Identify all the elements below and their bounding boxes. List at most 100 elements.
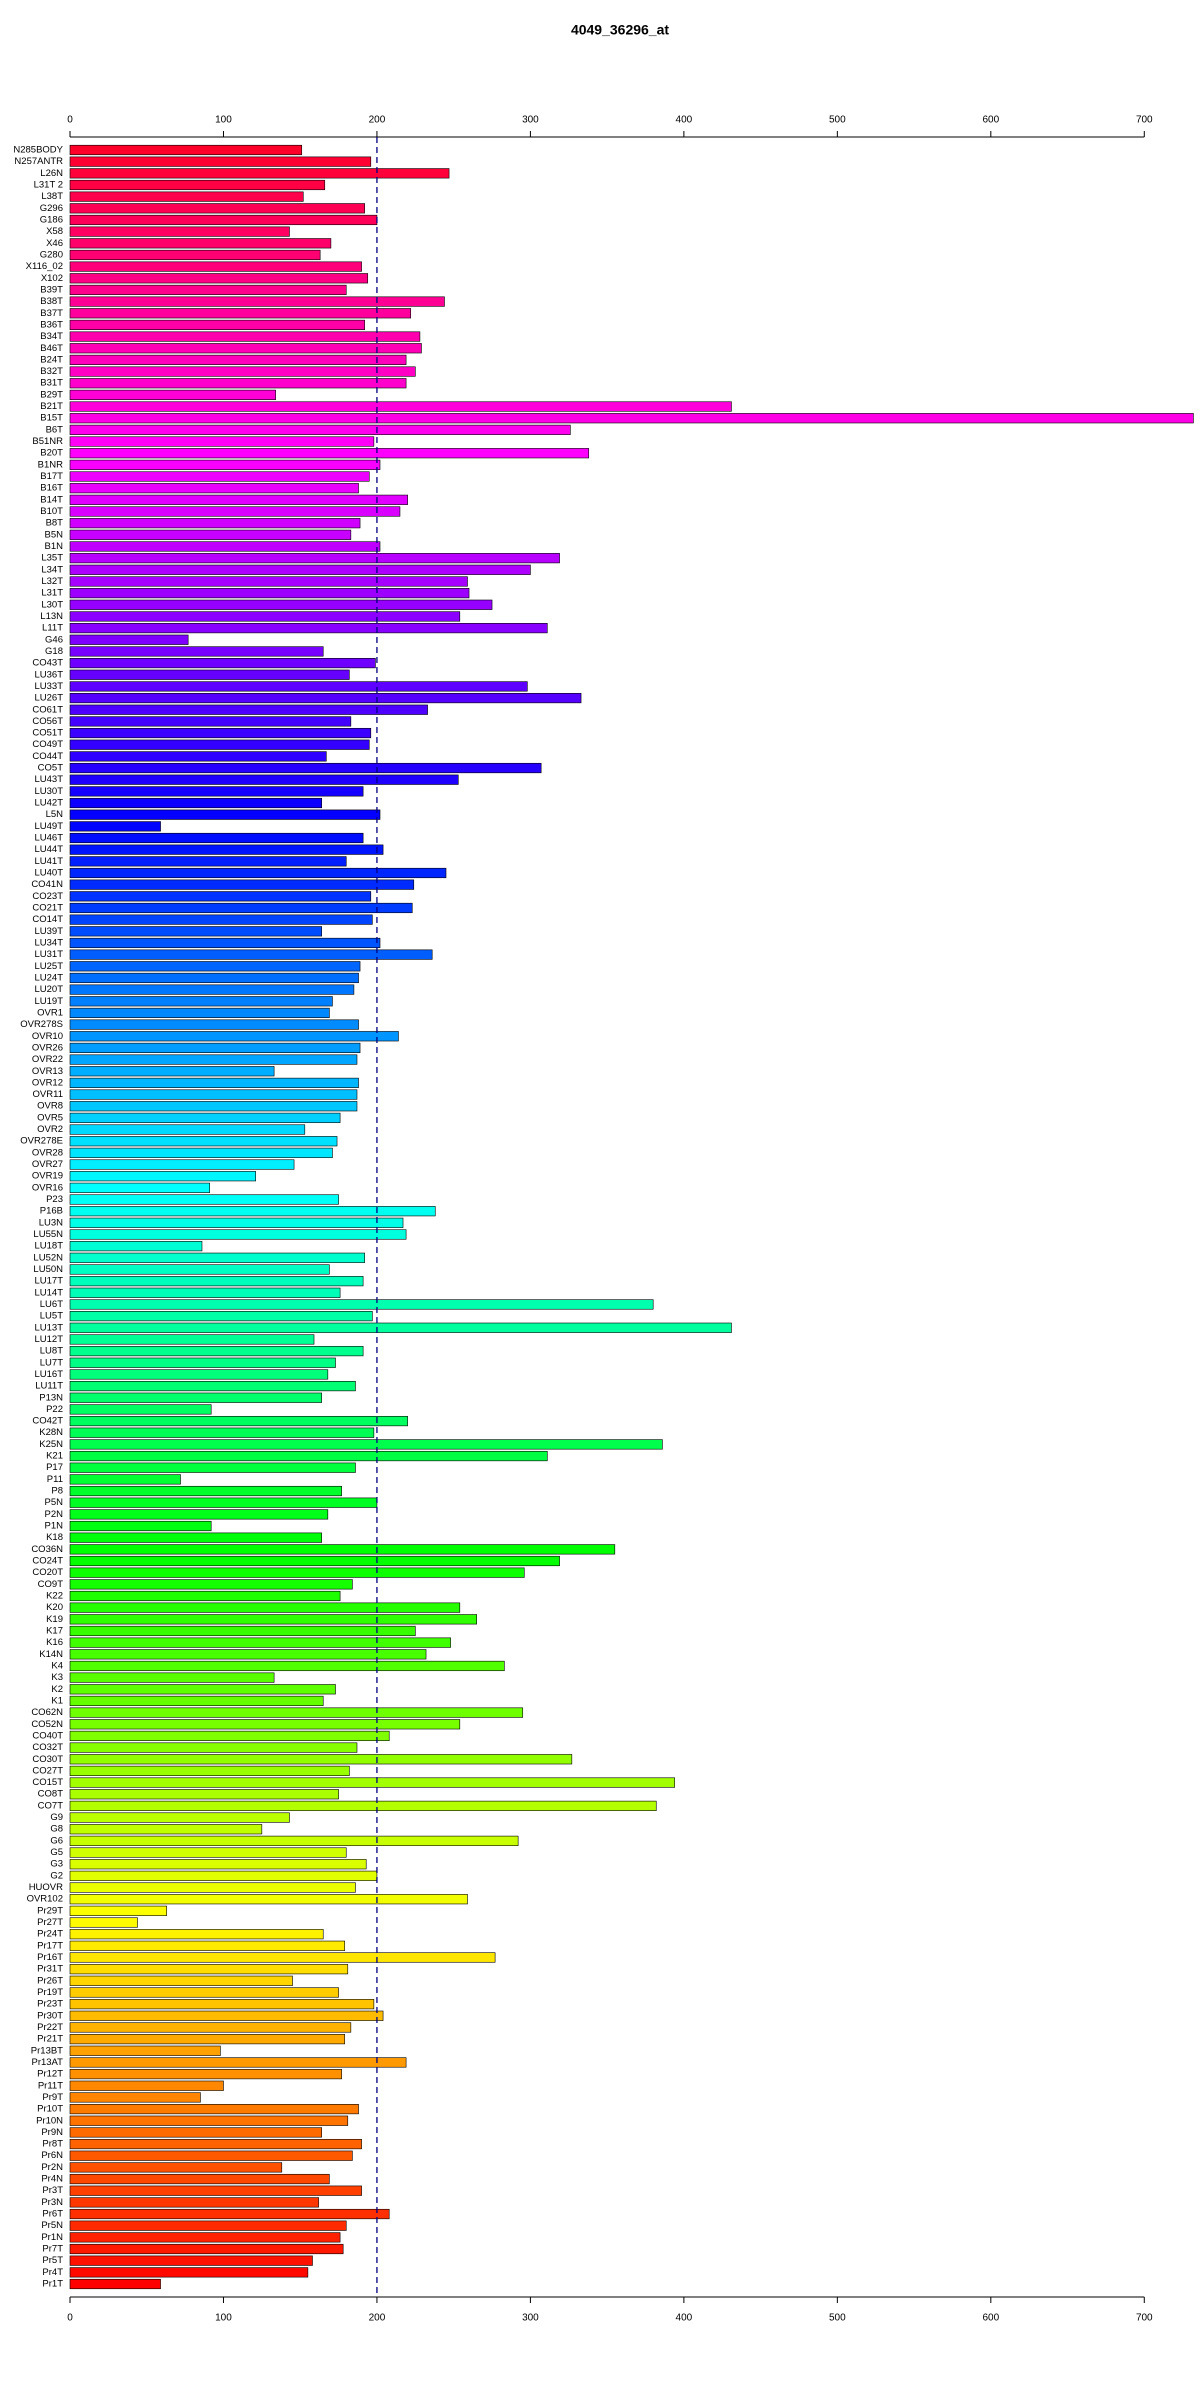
bar xyxy=(69,413,1194,424)
y-tick-label: P17 xyxy=(46,1462,63,1473)
bar xyxy=(69,611,461,622)
y-tick-label: X46 xyxy=(46,238,63,249)
y-tick-label: B10T xyxy=(40,506,63,517)
bar xyxy=(69,1590,341,1602)
bar xyxy=(69,2069,342,2080)
bar xyxy=(69,599,493,610)
bar xyxy=(69,203,365,214)
bar xyxy=(69,692,582,704)
bar xyxy=(69,424,571,435)
bar xyxy=(69,2150,353,2161)
bottom-tick-label: 100 xyxy=(215,2313,232,2324)
y-tick-label: Pr9N xyxy=(41,2127,63,2138)
bar xyxy=(69,1707,524,1718)
y-tick-label: OVR13 xyxy=(32,1066,63,1077)
y-tick-label: LU13T xyxy=(34,1322,63,1333)
bar xyxy=(69,1031,399,1042)
bar xyxy=(69,716,352,727)
y-tick-label: Pr10N xyxy=(36,2115,63,2126)
y-tick-label: B8T xyxy=(46,518,64,529)
y-tick-label: B32T xyxy=(40,366,63,377)
bar xyxy=(69,797,322,809)
bar xyxy=(69,343,422,354)
y-tick-label: Pr5T xyxy=(42,2255,63,2266)
bar xyxy=(69,1567,525,1578)
y-tick-label: LU50N xyxy=(33,1264,63,1275)
y-tick-label: CO23T xyxy=(32,891,63,902)
y-tick-label: CO49T xyxy=(32,739,63,750)
bar xyxy=(69,1112,341,1123)
y-tick-label: LU46T xyxy=(34,833,63,844)
y-tick-label: K21 xyxy=(46,1451,63,1462)
bar xyxy=(69,2243,344,2255)
bar xyxy=(69,1579,353,1590)
bar xyxy=(69,1882,356,1893)
bar xyxy=(69,1322,732,1333)
y-tick-label: Pr3T xyxy=(42,2185,63,2196)
bar xyxy=(69,2232,341,2243)
y-tick-label: L31T 2 xyxy=(34,179,63,190)
bar xyxy=(69,296,445,307)
y-tick-label: K17 xyxy=(46,1625,63,1636)
bar xyxy=(69,436,375,447)
bar xyxy=(69,1987,339,1998)
bar xyxy=(69,1719,461,1730)
bar xyxy=(69,1975,293,1986)
y-tick-label: CO14T xyxy=(32,914,63,925)
bar xyxy=(69,529,352,540)
y-tick-label: LU20T xyxy=(34,984,63,995)
y-tick-label: B5N xyxy=(45,529,64,540)
bar xyxy=(69,1404,212,1415)
y-tick-label: K28N xyxy=(39,1427,63,1438)
bar xyxy=(69,1474,181,1485)
y-tick-label: G280 xyxy=(40,249,63,260)
y-tick-label: CO15T xyxy=(32,1777,63,1788)
y-tick-label: LU40T xyxy=(34,868,63,879)
top-tick-label: 100 xyxy=(215,115,232,126)
y-tick-label: LU19T xyxy=(34,996,63,1007)
bar xyxy=(69,1625,416,1637)
y-tick-label: X58 xyxy=(46,226,63,237)
y-tick-label: LU30T xyxy=(34,786,63,797)
bar xyxy=(69,1929,324,1940)
bar xyxy=(69,1054,358,1065)
bottom-tick-label: 0 xyxy=(67,2313,73,2324)
y-tick-label: L31T xyxy=(41,588,63,599)
bar xyxy=(69,774,459,785)
bar xyxy=(69,179,326,191)
bar xyxy=(69,1800,657,1811)
bar xyxy=(69,786,364,797)
y-tick-label: G9 xyxy=(50,1812,63,1823)
bottom-tick-label: 200 xyxy=(369,2313,386,2324)
bar xyxy=(69,2057,407,2068)
bar xyxy=(69,1847,347,1858)
y-tick-label: K4 xyxy=(51,1660,63,1671)
y-tick-label: L13N xyxy=(40,611,63,622)
bar xyxy=(69,2127,322,2138)
y-tick-label: Pr2N xyxy=(41,2162,63,2173)
y-tick-label: OVR19 xyxy=(32,1171,63,1182)
y-tick-label: Pr23T xyxy=(37,1999,63,2010)
y-tick-label: B38T xyxy=(40,296,63,307)
bar xyxy=(69,238,332,249)
y-tick-label: Pr30T xyxy=(37,2010,63,2021)
bar xyxy=(69,2115,349,2126)
y-tick-label: OVR10 xyxy=(32,1031,63,1042)
bar xyxy=(69,902,413,914)
y-tick-label: CO24T xyxy=(32,1556,63,1567)
y-tick-label: B14T xyxy=(40,494,63,505)
bar xyxy=(69,354,407,365)
bar xyxy=(69,1439,663,1450)
bar xyxy=(69,1602,461,1613)
y-tick-label: OVR5 xyxy=(37,1112,63,1123)
bar xyxy=(69,2034,346,2045)
bar xyxy=(69,1299,654,1310)
bar xyxy=(69,1789,339,1800)
y-tick-label: LU14T xyxy=(34,1287,63,1298)
bar xyxy=(69,459,381,470)
y-tick-label: HUOVR xyxy=(29,1882,63,1893)
y-tick-label: L26N xyxy=(40,168,63,179)
y-tick-label: LU34T xyxy=(34,937,63,948)
y-tick-label: CO36N xyxy=(31,1544,63,1555)
